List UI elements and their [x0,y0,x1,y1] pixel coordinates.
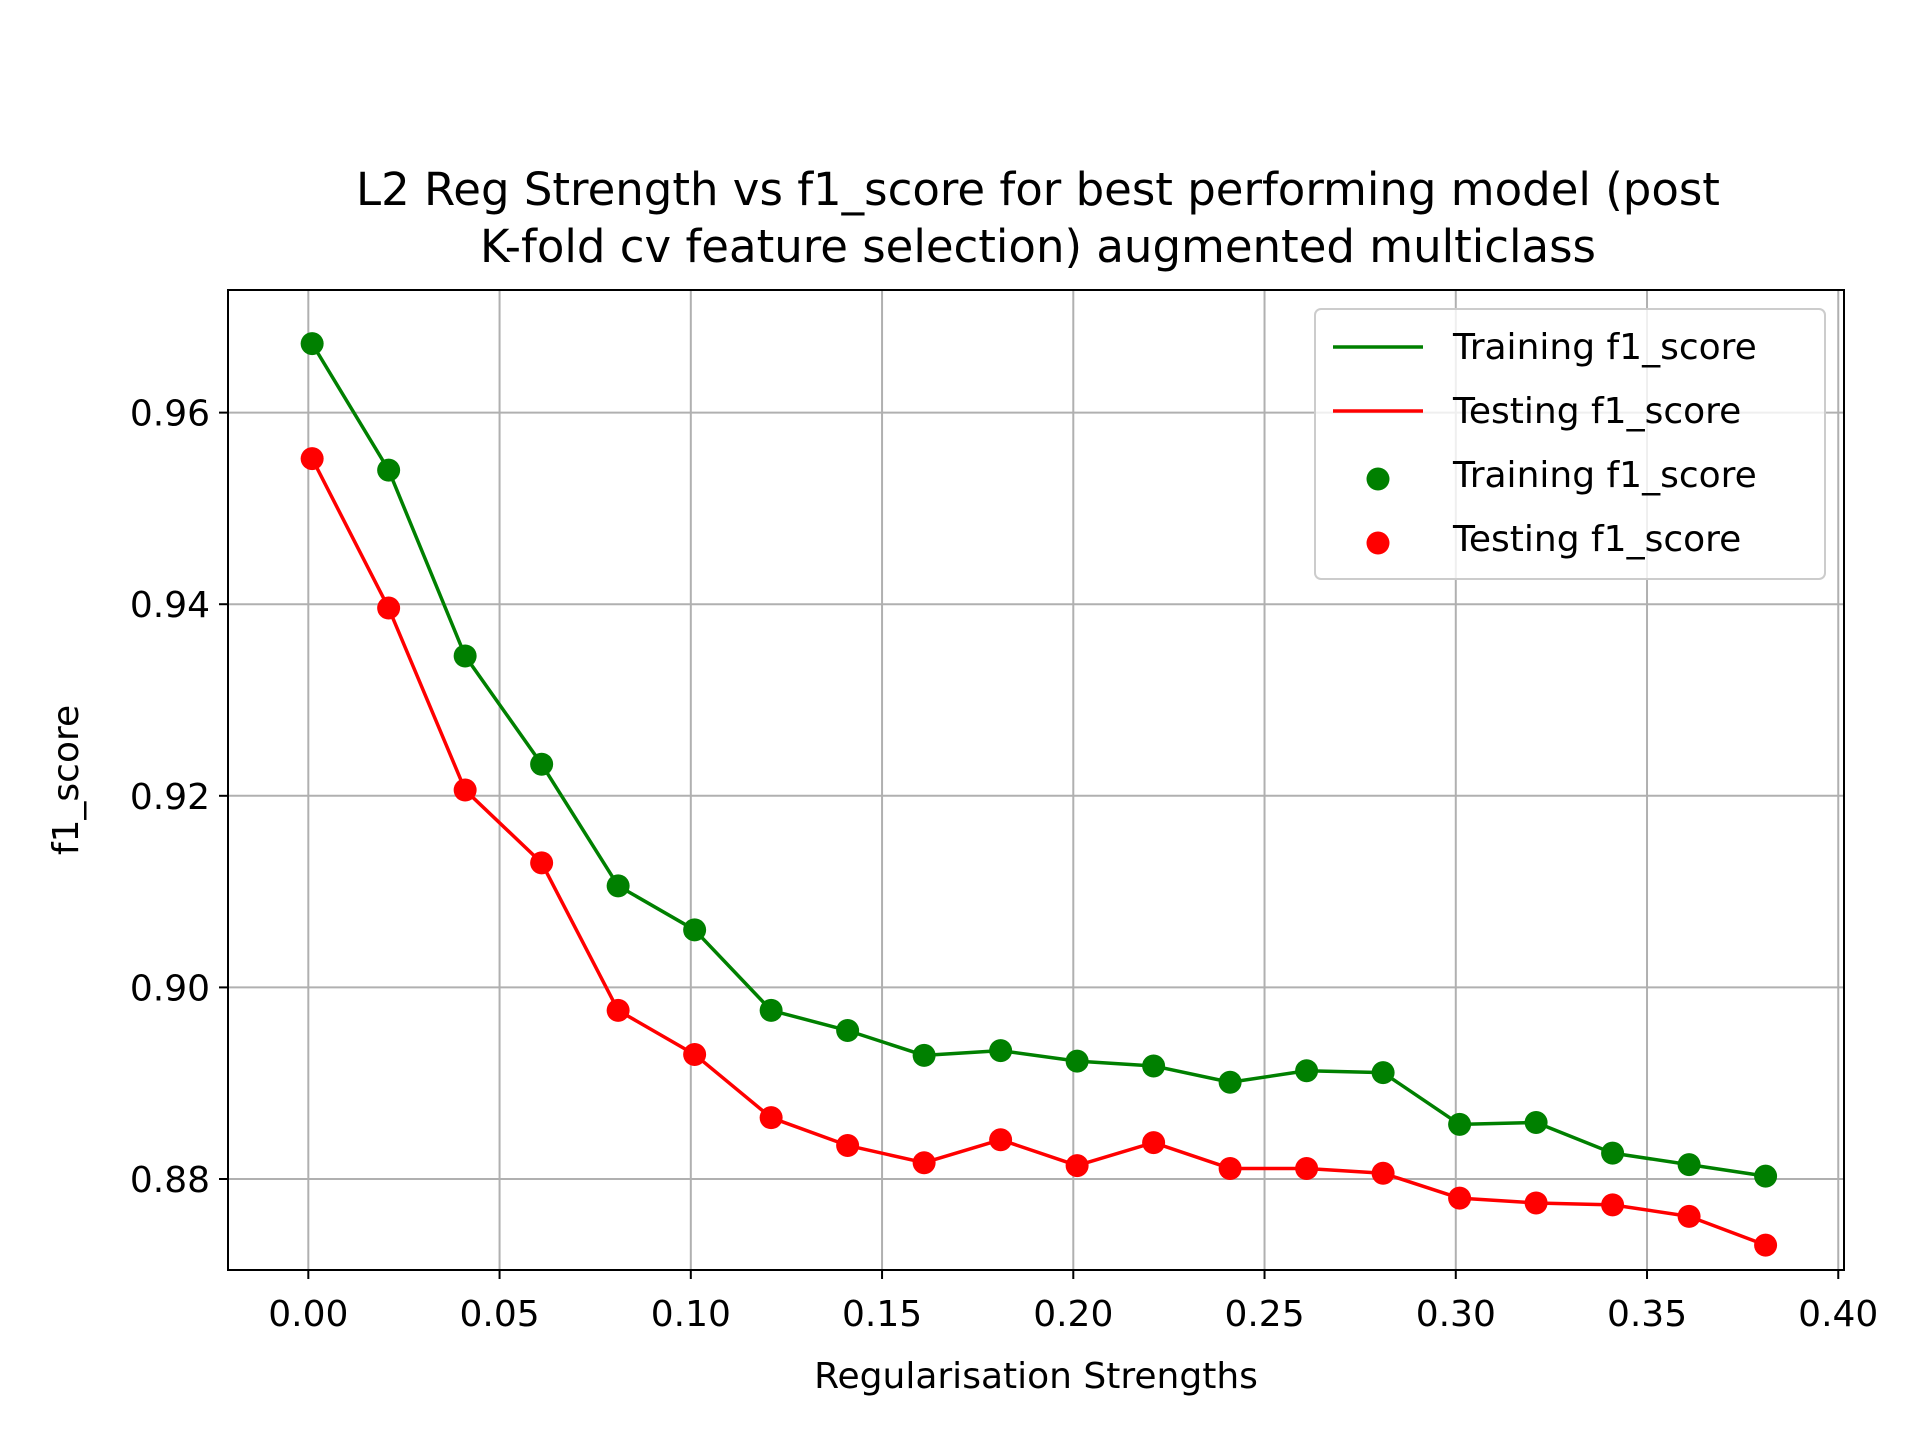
x-tick-label: 0.20 [1033,1294,1113,1335]
x-axis-label: Regularisation Strengths [814,1356,1258,1397]
data-point-testing-f1-score [1677,1204,1701,1228]
data-point-training-f1-score [759,998,783,1022]
data-point-training-f1-score [606,874,630,898]
x-tick-label: 0.25 [1224,1294,1304,1335]
grid [228,290,1844,1270]
data-point-training-f1-score [300,332,324,356]
x-axis: 0.00 0.05 0.10 0.15 0.20 0.25 0.30 0.35 0.40 [268,1270,1878,1335]
legend-box [1314,308,1826,580]
x-tick-label: 0.10 [651,1294,731,1335]
data-point-testing-f1-score [1371,1161,1395,1185]
plot-area-frame [227,289,1845,1271]
legend-label: Training f1_score [1452,327,1757,368]
legend-label: Testing f1_score [1452,519,1741,560]
x-tick-label: 0.30 [1416,1294,1496,1335]
data-point-testing-f1-score [1065,1154,1089,1178]
data-point-testing-f1-score [759,1106,783,1130]
legend-marker-swatch [1366,531,1390,555]
chart-title-line-2: K-fold cv feature selection) augmented m… [480,220,1596,273]
data-point-training-f1-score [1065,1049,1089,1073]
data-point-testing-f1-score [1142,1131,1166,1155]
data-point-testing-f1-score [683,1042,707,1066]
data-point-testing-f1-score [1524,1191,1548,1215]
data-point-testing-f1-score [912,1151,936,1175]
data-point-training-f1-score [1524,1110,1548,1134]
data-point-training-f1-score [1754,1164,1778,1188]
data-point-training-f1-score [1448,1112,1472,1136]
data-point-training-f1-score [1295,1059,1319,1083]
data-point-training-f1-score [453,644,477,668]
data-point-training-f1-score [1218,1070,1242,1094]
series-markers [300,332,1778,1257]
y-tick-label: 0.88 [130,1160,210,1201]
data-point-training-f1-score [1601,1141,1625,1165]
legend-marker-swatch [1366,467,1390,491]
series-line-testing-f1-score [310,457,1767,1247]
series-line-training-f1-score [310,342,1766,1178]
data-point-testing-f1-score [1601,1193,1625,1217]
data-point-training-f1-score [1677,1153,1701,1177]
legend: Training f1_score Testing f1_score Trainin… [1314,308,1826,580]
legend-label: Training f1_score [1452,455,1757,496]
y-tick-label: 0.94 [130,585,210,626]
x-tick-label: 0.00 [268,1294,348,1335]
series-lines [310,342,1767,1247]
data-point-training-f1-score [1371,1061,1395,1085]
y-axis: 0.88 0.90 0.92 0.94 0.96 [130,394,228,1201]
data-point-testing-f1-score [606,998,630,1022]
data-point-training-f1-score [989,1039,1013,1063]
data-point-testing-f1-score [530,851,554,875]
chart-title: L2 Reg Strength vs f1_score for best per… [356,163,1720,273]
data-point-testing-f1-score [989,1128,1013,1152]
data-point-training-f1-score [836,1019,860,1043]
data-point-testing-f1-score [300,447,324,471]
data-point-testing-f1-score [836,1133,860,1157]
data-point-training-f1-score [912,1043,936,1067]
data-point-testing-f1-score [377,596,401,620]
data-point-training-f1-score [1142,1054,1166,1078]
x-tick-label: 0.15 [842,1294,922,1335]
chart-title-line-1: L2 Reg Strength vs f1_score for best per… [356,163,1720,216]
data-point-testing-f1-score [1448,1186,1472,1210]
x-tick-label: 0.05 [459,1294,539,1335]
data-point-testing-f1-score [1754,1233,1778,1257]
x-tick-label: 0.35 [1607,1294,1687,1335]
data-point-testing-f1-score [1218,1156,1242,1180]
data-point-training-f1-score [377,458,401,482]
x-tick-label: 0.40 [1798,1294,1878,1335]
data-point-testing-f1-score [1295,1156,1319,1180]
legend-label: Testing f1_score [1452,391,1741,432]
y-tick-label: 0.90 [130,968,210,1009]
data-point-testing-f1-score [453,778,477,802]
data-point-training-f1-score [530,752,554,776]
data-point-training-f1-score [683,918,707,942]
y-tick-label: 0.92 [130,777,210,818]
y-axis-label: f1_score [46,705,87,855]
y-tick-label: 0.96 [130,394,210,435]
